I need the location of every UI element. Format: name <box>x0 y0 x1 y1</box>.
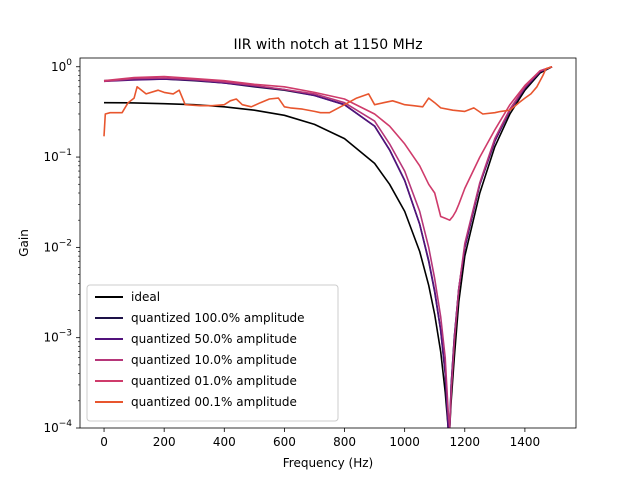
legend: ideal quantized 100.0% amplitude quantized… <box>86 284 339 422</box>
y-tick-label: 10−3 <box>43 329 72 345</box>
y-axis-label: Gain <box>17 229 31 257</box>
series-line-3 <box>103 66 553 428</box>
series-line-4 <box>103 66 553 221</box>
y-tick-label: 10−4 <box>43 419 72 435</box>
y-tick-label: 10−1 <box>43 148 72 164</box>
legend-entry-label: quantized 100.0% amplitude <box>131 311 305 325</box>
x-tick-label: 400 <box>213 435 236 449</box>
plot-frame <box>79 57 577 429</box>
series-line-0 <box>103 66 553 428</box>
x-tick-label: 0 <box>100 435 108 449</box>
series-line-5 <box>103 66 553 137</box>
y-axis: 100 10−1 10−2 10−3 10−4 <box>43 58 80 435</box>
legend-entry-label: ideal <box>131 290 160 304</box>
x-tick-label: 1000 <box>389 435 420 449</box>
x-axis-label: Frequency (Hz) <box>283 456 374 470</box>
legend-box <box>86 284 339 422</box>
x-axis: 0 200 400 600 800 1000 1200 1400 <box>100 428 540 449</box>
y-tick-label: 100 <box>51 58 72 74</box>
x-tick-label: 200 <box>153 435 176 449</box>
y-tick-label: 10−2 <box>43 238 72 254</box>
legend-entry-label: quantized 10.0% amplitude <box>131 353 297 367</box>
legend-entry-label: quantized 00.1% amplitude <box>131 395 297 409</box>
x-tick-label: 600 <box>273 435 296 449</box>
legend-entry-label: quantized 01.0% amplitude <box>131 374 297 388</box>
series-layer <box>103 66 553 428</box>
x-tick-label: 1200 <box>450 435 481 449</box>
legend-entry-label: quantized 50.0% amplitude <box>131 332 297 346</box>
x-tick-label: 800 <box>333 435 356 449</box>
chart-title: IIR with notch at 1150 MHz <box>233 37 422 53</box>
x-tick-label: 1400 <box>510 435 541 449</box>
